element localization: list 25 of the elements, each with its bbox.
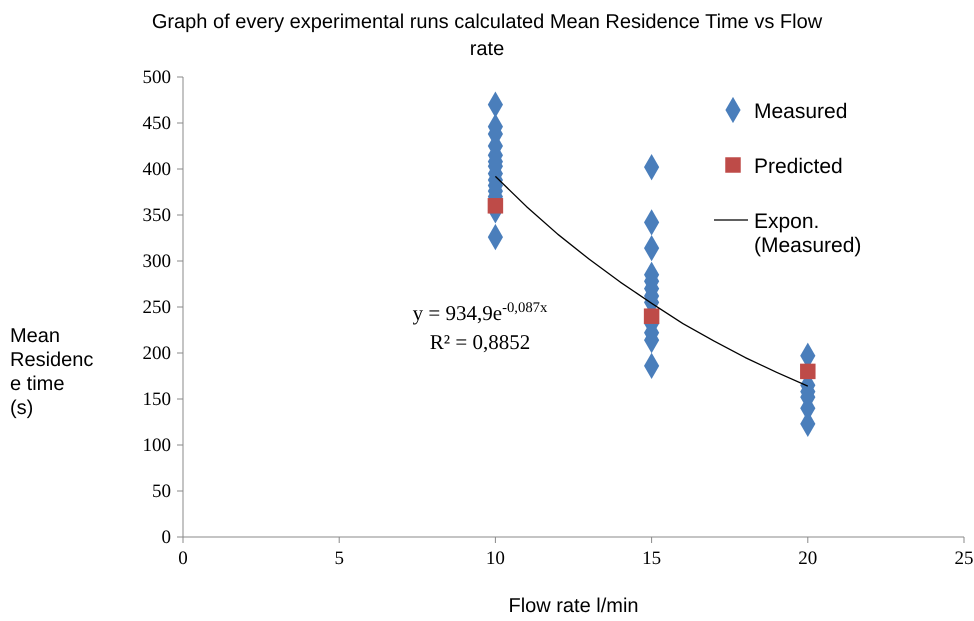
y-tick-label: 450 [142, 113, 171, 134]
y-tick-label: 300 [142, 251, 171, 272]
chart-title: Graph of every experimental runs calculated Mean Residence Time vs Flow rate [152, 11, 823, 60]
y-tick-label: 500 [142, 67, 171, 88]
annotation: y = 934,9e$^{-0,087x}$ [412, 300, 548, 325]
x-tick-label: 0 [178, 548, 188, 569]
y-tick-label: 400 [142, 159, 171, 180]
y-tick-label: 100 [142, 435, 171, 456]
y-tick-label: 350 [142, 205, 171, 226]
x-tick-label: 20 [798, 548, 818, 569]
x-axis-title: Flow rate l/min [508, 595, 639, 617]
y-tick-label: 150 [142, 389, 171, 410]
y-axis-title: Mean Residenc e time (s) [10, 325, 94, 419]
y-tick-label: 250 [142, 297, 171, 318]
y-tick-label: 200 [142, 343, 171, 364]
y-tick-label: 50 [152, 481, 171, 502]
legend-label: Measured [754, 100, 848, 123]
x-tick-label: 10 [486, 548, 505, 569]
legend-label: Predicted [754, 155, 843, 178]
y-tick-label: 0 [162, 527, 171, 548]
legend-label: Expon. (Measured) [754, 210, 862, 257]
x-tick-label: 25 [954, 548, 974, 569]
x-tick-label: 5 [334, 548, 344, 569]
x-tick-label: 15 [642, 548, 662, 569]
annotation: R² = 0,8852 [430, 330, 530, 354]
